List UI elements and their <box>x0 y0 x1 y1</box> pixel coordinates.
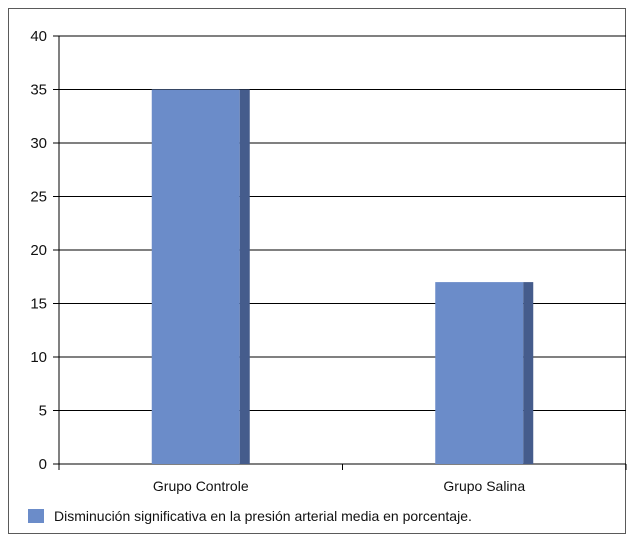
y-tick-label: 40 <box>30 28 47 45</box>
y-tick-label: 15 <box>30 296 47 313</box>
legend: Disminución significativa en la presión … <box>28 508 472 524</box>
y-tick-label: 25 <box>30 189 47 206</box>
bar-grupo-salina <box>435 282 524 464</box>
legend-swatch <box>28 509 44 523</box>
x-category-label: Grupo Controle <box>153 478 249 494</box>
y-tick-label: 5 <box>39 403 47 420</box>
x-category-label: Grupo Salina <box>443 478 525 494</box>
y-tick-label: 0 <box>39 456 47 473</box>
bar-side-grupo-salina <box>523 282 534 464</box>
y-tick-label: 20 <box>30 242 47 259</box>
y-tick-label: 30 <box>30 135 47 152</box>
y-tick-label: 35 <box>30 82 47 99</box>
bar-side-grupo-controle <box>239 89 250 464</box>
bar-grupo-controle <box>151 89 240 464</box>
legend-label: Disminución significativa en la presión … <box>54 508 472 524</box>
y-tick-label: 10 <box>30 349 47 366</box>
